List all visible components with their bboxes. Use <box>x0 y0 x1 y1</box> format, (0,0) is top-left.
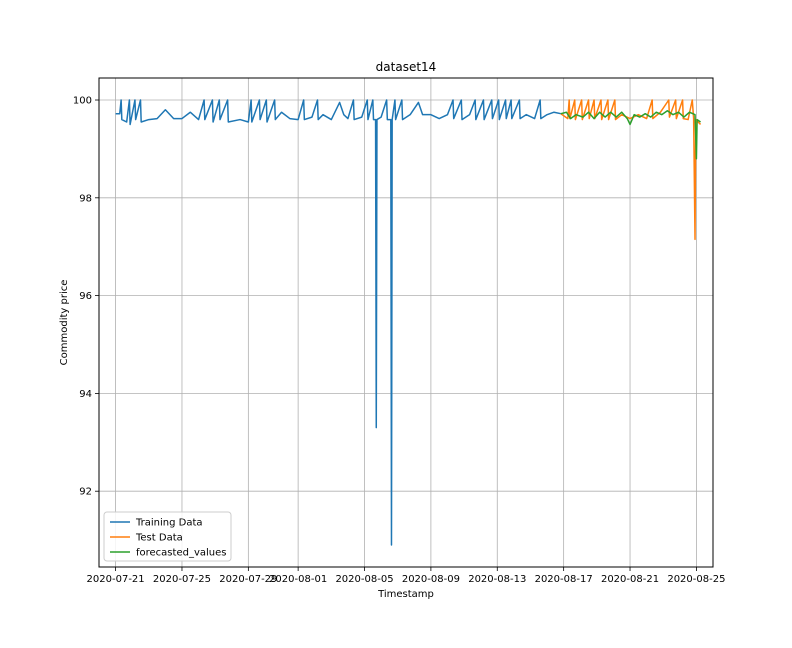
x-tick-label: 2020-07-29 <box>219 574 277 585</box>
chart-title: dataset14 <box>376 60 437 74</box>
y-axis-ticks: 92 94 96 98 100 <box>73 96 99 498</box>
series-line-forecasted-values <box>560 110 701 160</box>
x-tick-label: 2020-08-09 <box>402 574 460 585</box>
x-tick-label: 2020-07-21 <box>87 574 145 585</box>
plot-area <box>99 78 713 567</box>
legend-label: Test Data <box>135 533 183 544</box>
y-grid <box>99 99 713 492</box>
x-tick-label: 2020-08-01 <box>269 574 327 585</box>
x-tick-label: 2020-08-25 <box>667 574 725 585</box>
y-axis-label: Commodity price <box>59 280 70 366</box>
plot-frame <box>98 77 714 568</box>
x-tick-label: 2020-08-21 <box>601 574 659 585</box>
legend-box <box>103 511 232 562</box>
legend-label: Training Data <box>135 518 203 529</box>
series-layer <box>115 99 702 546</box>
x-tick-label: 2020-07-25 <box>153 574 211 585</box>
y-tick-label: 92 <box>79 487 92 498</box>
series-line-test-data <box>560 99 702 241</box>
legend: Training Data Test Data forecasted_values <box>103 511 232 562</box>
x-tick-label: 2020-08-05 <box>335 574 393 585</box>
y-tick-label: 100 <box>73 96 92 107</box>
y-tick-label: 94 <box>79 389 92 400</box>
x-tick-label: 2020-08-17 <box>535 574 593 585</box>
x-axis-ticks: 2020-07-21 2020-07-25 2020-07-292020-08-01… <box>87 567 725 585</box>
x-tick-label: 2020-08-13 <box>468 574 526 585</box>
x-axis-label: Timestamp <box>377 589 434 600</box>
x-grid <box>115 78 697 567</box>
y-tick-label: 96 <box>79 291 92 302</box>
legend-label: forecasted_values <box>136 548 226 559</box>
series-line-training-data <box>115 99 562 546</box>
y-tick-label: 98 <box>79 193 92 204</box>
